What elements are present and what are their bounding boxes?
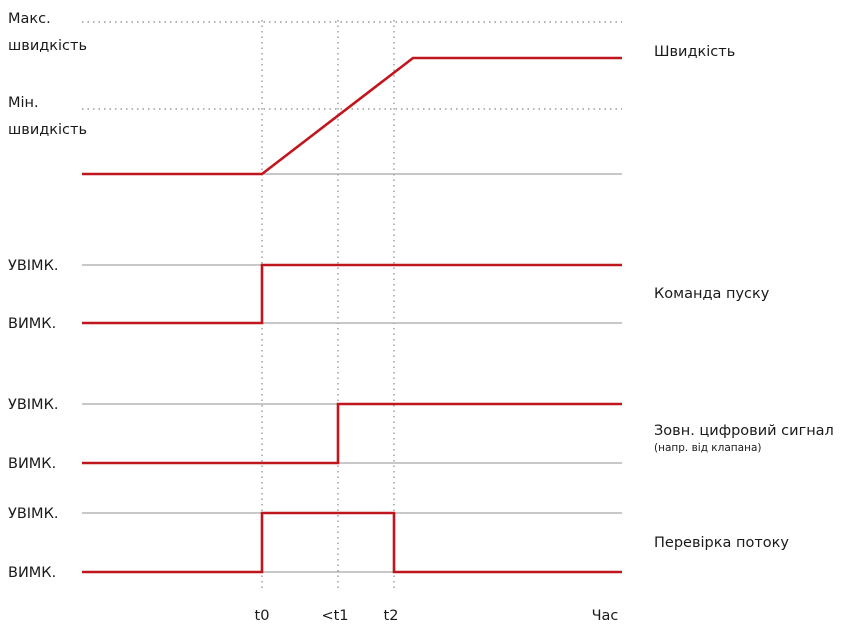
t1-label: <t1 [321, 608, 348, 624]
start-command-off-label: ВИМК. [8, 316, 56, 332]
start-command-signal [82, 263, 622, 325]
ext-digital-signal [82, 402, 622, 465]
time-axis-label: Час [592, 608, 619, 624]
min-speed-label-line1: Мін. [8, 95, 39, 111]
ext-digital-subtitle: (напр. від клапана) [654, 442, 762, 454]
ext-digital-title: Зовн. цифровий сигнал [654, 423, 834, 439]
max-speed-label-line1: Макс. [8, 11, 51, 27]
speed-title: Швидкість [654, 44, 735, 60]
start-command-on-label: УВІМК. [8, 258, 58, 274]
flow-check-title: Перевірка потоку [654, 535, 789, 551]
start-command-title: Команда пуску [654, 286, 770, 302]
ext-digital-off-label: ВИМК. [8, 456, 56, 472]
min-speed-label-line2: швидкість [8, 122, 87, 138]
speed-signal [82, 56, 622, 176]
flow-check-off-label: ВИМК. [8, 565, 56, 581]
max-speed-label-line2: швидкість [8, 38, 87, 54]
t0-label: t0 [255, 608, 270, 624]
t2-label: t2 [384, 608, 399, 624]
flow-check-signal [82, 511, 622, 574]
flow-check-on-label: УВІМК. [8, 506, 58, 522]
ext-digital-on-label: УВІМК. [8, 397, 58, 413]
